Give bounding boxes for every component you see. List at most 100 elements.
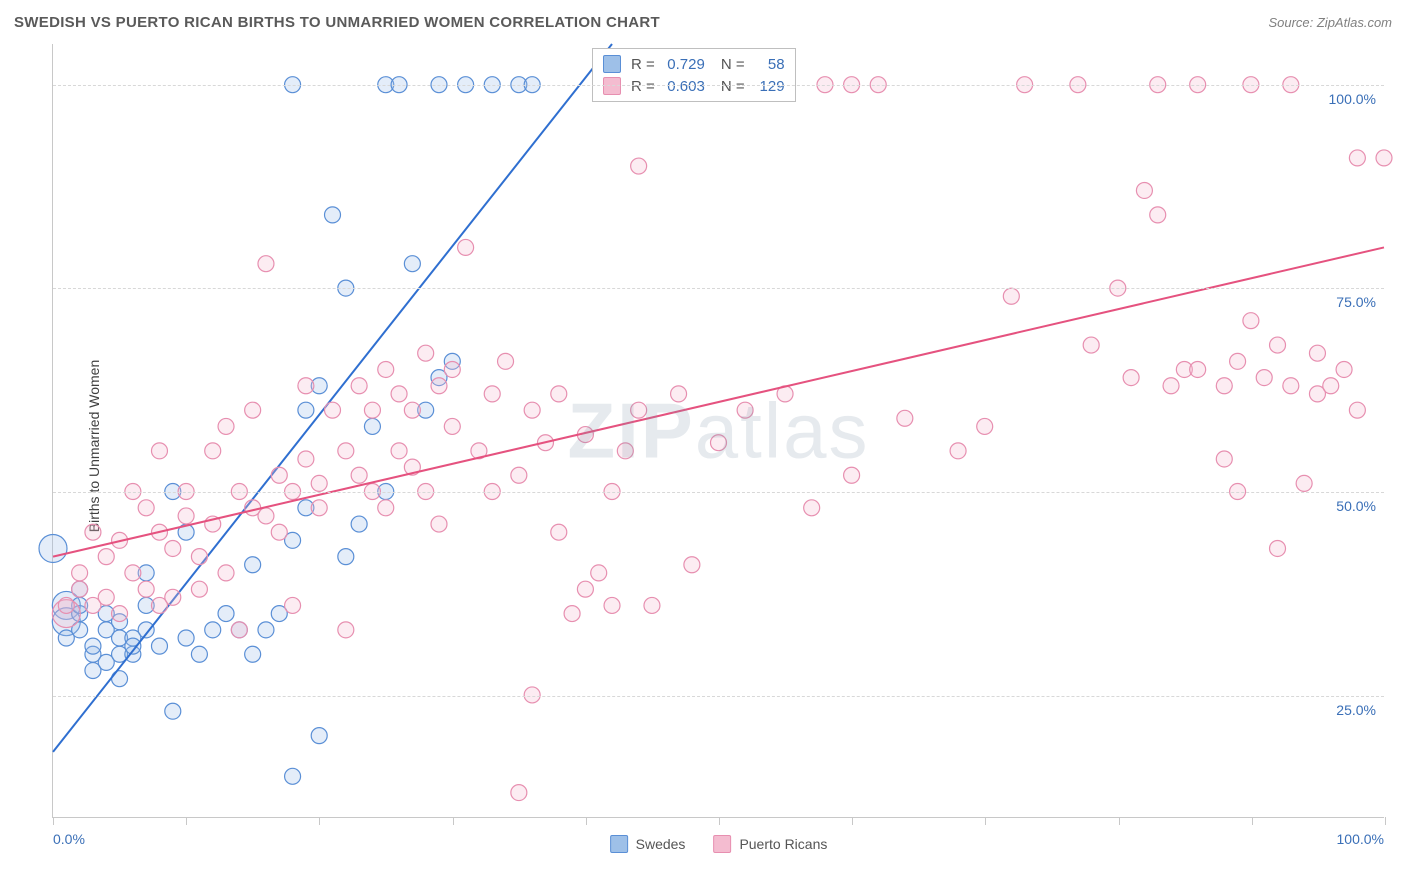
data-point (165, 540, 181, 556)
data-point (112, 606, 128, 622)
data-point (98, 589, 114, 605)
data-point (338, 622, 354, 638)
data-point (1309, 345, 1325, 361)
data-point (524, 402, 540, 418)
data-point (351, 516, 367, 532)
data-point (85, 524, 101, 540)
data-point (285, 597, 301, 613)
data-point (977, 418, 993, 434)
data-point (1349, 402, 1365, 418)
stats-n-label: N = (721, 56, 745, 73)
stats-r-value: 0.729 (661, 56, 705, 73)
data-point (391, 386, 407, 402)
data-point (1256, 370, 1272, 386)
legend-swatch (713, 835, 731, 853)
data-point (711, 435, 727, 451)
data-point (311, 500, 327, 516)
data-point (285, 768, 301, 784)
data-point (617, 443, 633, 459)
chart-title: SWEDISH VS PUERTO RICAN BIRTHS TO UNMARR… (14, 14, 660, 31)
data-point (165, 589, 181, 605)
data-point (1230, 353, 1246, 369)
data-point (351, 467, 367, 483)
legend-label: Swedes (636, 836, 686, 852)
data-point (1296, 475, 1312, 491)
x-tick (1119, 817, 1120, 825)
data-point (351, 378, 367, 394)
stats-row: R =0.729N =58 (603, 53, 785, 75)
data-point (804, 500, 820, 516)
data-point (338, 443, 354, 459)
gridline-h (53, 696, 1384, 697)
x-tick (852, 817, 853, 825)
data-point (511, 467, 527, 483)
data-point (138, 500, 154, 516)
data-point (378, 361, 394, 377)
data-point (1123, 370, 1139, 386)
x-tick-label: 0.0% (53, 831, 85, 847)
data-point (631, 158, 647, 174)
data-point (364, 402, 380, 418)
x-tick (1385, 817, 1386, 825)
data-point (191, 646, 207, 662)
data-point (631, 402, 647, 418)
legend-bottom: Swedes Puerto Ricans (610, 835, 828, 853)
x-tick (985, 817, 986, 825)
data-point (98, 549, 114, 565)
x-tick (586, 817, 587, 825)
data-point (1349, 150, 1365, 166)
data-point (298, 378, 314, 394)
trendline (53, 44, 612, 752)
stats-row: R =0.603N =129 (603, 75, 785, 97)
x-tick-label: 100.0% (1337, 831, 1384, 847)
data-point (577, 581, 593, 597)
chart-header: SWEDISH VS PUERTO RICAN BIRTHS TO UNMARR… (0, 0, 1406, 40)
data-point (391, 443, 407, 459)
x-tick (319, 817, 320, 825)
y-tick-label: 25.0% (1336, 702, 1376, 718)
gridline-h (53, 85, 1384, 86)
legend-swatch (610, 835, 628, 853)
data-point (178, 508, 194, 524)
x-tick (186, 817, 187, 825)
stats-n-value: 58 (751, 56, 785, 73)
y-tick-label: 75.0% (1336, 294, 1376, 310)
data-point (511, 785, 527, 801)
data-point (245, 402, 261, 418)
gridline-h (53, 288, 1384, 289)
data-point (431, 516, 447, 532)
data-point (591, 565, 607, 581)
data-point (85, 638, 101, 654)
data-point (258, 508, 274, 524)
stats-n-value: 129 (751, 78, 785, 95)
data-point (325, 207, 341, 223)
data-point (72, 565, 88, 581)
data-point (1270, 540, 1286, 556)
data-point (298, 451, 314, 467)
data-point (950, 443, 966, 459)
data-point (258, 622, 274, 638)
data-point (458, 239, 474, 255)
data-point (1190, 361, 1206, 377)
data-point (604, 597, 620, 613)
data-point (551, 524, 567, 540)
legend-item: Puerto Ricans (713, 835, 827, 853)
data-point (684, 557, 700, 573)
data-point (125, 565, 141, 581)
stats-r-value: 0.603 (661, 78, 705, 95)
data-point (178, 630, 194, 646)
scatter-plot (53, 44, 1384, 817)
plot-area: ZIPatlas R =0.729N =58R =0.603N =129 Swe… (52, 44, 1384, 818)
data-point (231, 622, 247, 638)
data-point (404, 402, 420, 418)
data-point (484, 386, 500, 402)
gridline-h (53, 492, 1384, 493)
data-point (1243, 313, 1259, 329)
stats-r-label: R = (631, 78, 655, 95)
data-point (165, 703, 181, 719)
data-point (844, 467, 860, 483)
data-point (258, 256, 274, 272)
data-point (1216, 378, 1232, 394)
x-tick (1252, 817, 1253, 825)
data-point (205, 622, 221, 638)
